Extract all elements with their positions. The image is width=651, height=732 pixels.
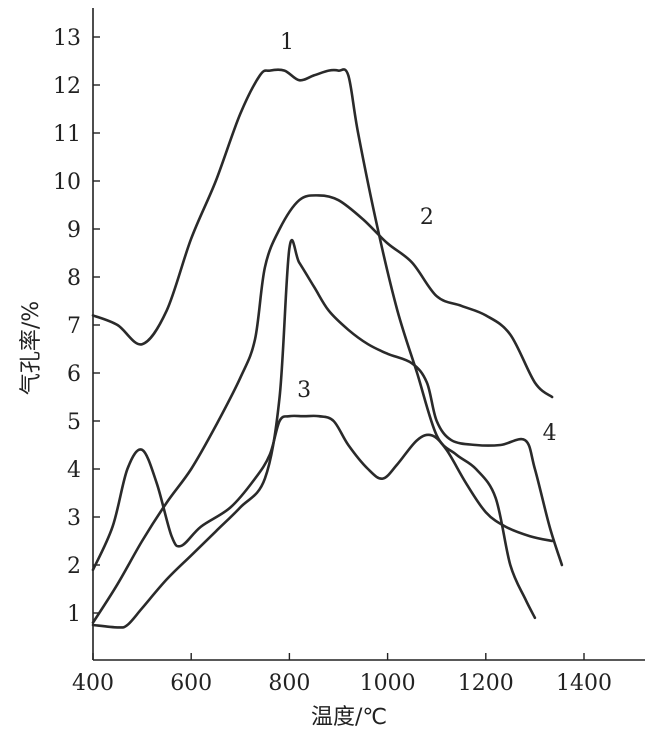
curve-1-line [91,68,537,620]
y-tick-label: 12 [53,74,81,99]
x-tick-label: 400 [72,671,114,696]
curve-4-label: 4 [543,421,557,446]
curve-3-line [91,414,554,572]
y-tick-label: 1 [67,602,81,627]
y-tick-label: 5 [67,410,81,435]
curve-3-label: 3 [297,378,311,403]
x-tick-label: 1400 [556,671,612,696]
y-tick-label: 9 [67,218,81,243]
curve-2-label: 2 [420,205,434,230]
y-tick-label: 4 [67,458,81,483]
y-tick-label: 11 [53,122,81,147]
y-axis-title: 气孔率/% [19,301,44,395]
x-axis-title: 温度/℃ [311,705,387,730]
x-ticks: 400 600 800 1000 1200 1400 [72,653,612,696]
curve-2-line [91,194,554,624]
axes [92,8,645,661]
x-tick-label: 1000 [360,671,416,696]
y-tick-label: 7 [67,314,81,339]
curve-4-line [91,238,564,629]
x-tick-label: 1200 [458,671,514,696]
y-tick-label: 8 [67,266,81,291]
curve-1-label: 1 [280,30,294,55]
y-tick-label: 13 [53,26,81,51]
curve-labels: 1 2 3 4 [280,30,557,446]
y-tick-label: 3 [67,506,81,531]
x-tick-label: 600 [170,671,212,696]
y-tick-label: 10 [53,170,81,195]
x-tick-label: 800 [268,671,310,696]
y-tick-label: 2 [67,554,81,579]
curves [91,68,564,629]
y-tick-label: 6 [67,362,81,387]
